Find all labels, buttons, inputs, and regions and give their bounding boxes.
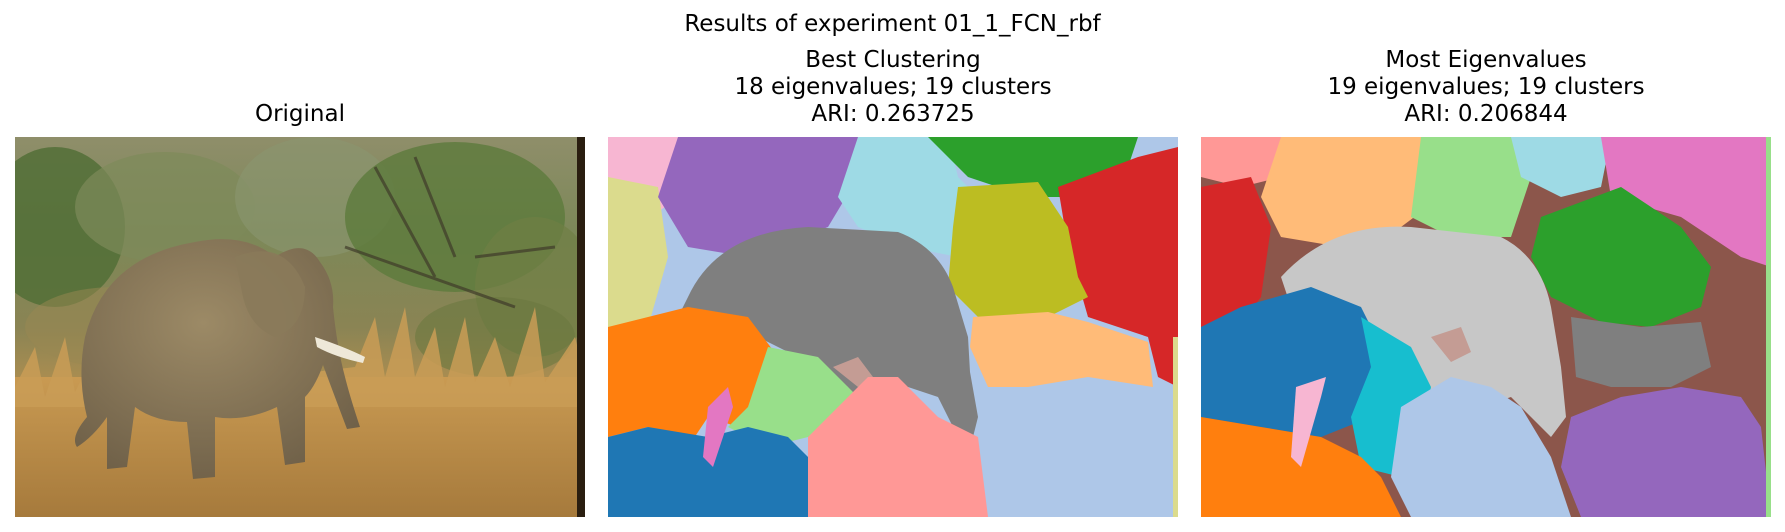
segmentation-map <box>608 137 1178 517</box>
panel-best-clustering: Best Clustering 18 eigenvalues; 19 clust… <box>608 0 1178 532</box>
panel-title-line: Most Eigenvalues <box>1385 47 1587 73</box>
panel-title-line: ARI: 0.206844 <box>1404 101 1568 127</box>
panel-title-line: ARI: 0.263725 <box>811 101 975 127</box>
panel-best-title: Best Clustering 18 eigenvalues; 19 clust… <box>608 47 1178 128</box>
panel-original: Original <box>15 0 585 532</box>
figure-suptitle: Results of experiment 01_1_FCN_rbf <box>684 11 1101 37</box>
segmentation-map <box>1201 137 1771 517</box>
most-eigenvalues-image <box>1201 137 1771 517</box>
best-clustering-image <box>608 137 1178 517</box>
panel-title-line: Best Clustering <box>805 47 981 73</box>
panel-title-line: 19 eigenvalues; 19 clusters <box>1327 74 1645 100</box>
panel-original-title: Original <box>15 101 585 128</box>
panel-title-line: 18 eigenvalues; 19 clusters <box>734 74 1052 100</box>
original-image <box>15 137 585 517</box>
panel-most-title: Most Eigenvalues 19 eigenvalues; 19 clus… <box>1201 47 1771 128</box>
panel-most-eigenvalues: Most Eigenvalues 19 eigenvalues; 19 clus… <box>1201 0 1771 532</box>
elephant-photo <box>15 137 585 517</box>
panel-title-line: Original <box>254 101 345 127</box>
